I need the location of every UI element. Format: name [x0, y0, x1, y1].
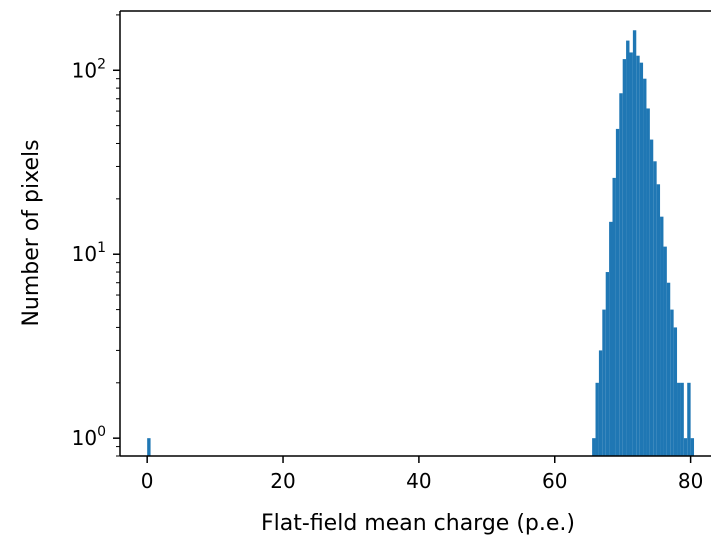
histogram-bar	[598, 350, 603, 456]
histogram-bar	[660, 216, 664, 456]
x-tick-label: 0	[141, 469, 154, 493]
y-tick-label: 102	[72, 56, 106, 82]
x-tick-label: 60	[542, 469, 567, 493]
histogram-bar	[629, 52, 633, 457]
histogram-bar	[609, 221, 613, 456]
histogram-bar	[605, 272, 610, 456]
histogram-bar	[147, 438, 151, 456]
histogram-bar	[602, 309, 606, 456]
histogram-bar	[636, 55, 640, 456]
x-axis-ticks: 0 20 40 60 80	[141, 456, 703, 493]
histogram-bar	[595, 382, 599, 456]
histogram-bar	[612, 177, 616, 457]
histogram-bar	[687, 382, 691, 456]
y-tick-label: 100	[72, 424, 106, 450]
y-axis-ticks: 100 101 102	[72, 14, 120, 457]
histogram-bar	[670, 309, 674, 456]
histogram-bars	[147, 30, 695, 457]
histogram-bar	[632, 30, 637, 457]
y-axis-label: Number of pixels	[19, 139, 44, 326]
histogram-bar	[680, 382, 684, 456]
histogram-bar	[649, 139, 654, 456]
x-tick-label: 40	[406, 469, 431, 493]
histogram-bar	[615, 128, 620, 457]
histogram-bar	[683, 438, 688, 456]
histogram-bar	[656, 184, 661, 456]
histogram-bar	[646, 108, 650, 457]
histogram-bar	[663, 246, 667, 456]
histogram-bar	[653, 161, 657, 456]
x-tick-label: 20	[270, 469, 295, 493]
histogram-bar	[622, 59, 627, 457]
histogram-bar	[666, 282, 671, 456]
histogram-bar	[643, 78, 647, 456]
histogram-bar	[690, 438, 695, 456]
histogram-bar	[639, 62, 644, 456]
y-tick-label: 101	[72, 240, 106, 266]
histogram-bar	[619, 93, 623, 456]
histogram-bar	[677, 382, 681, 456]
histogram-bar	[626, 40, 630, 456]
histogram-bar	[673, 327, 678, 456]
histogram-bar	[592, 438, 596, 456]
x-axis-label: Flat-field mean charge (p.e.)	[261, 511, 575, 535]
x-tick-label: 80	[678, 469, 703, 493]
